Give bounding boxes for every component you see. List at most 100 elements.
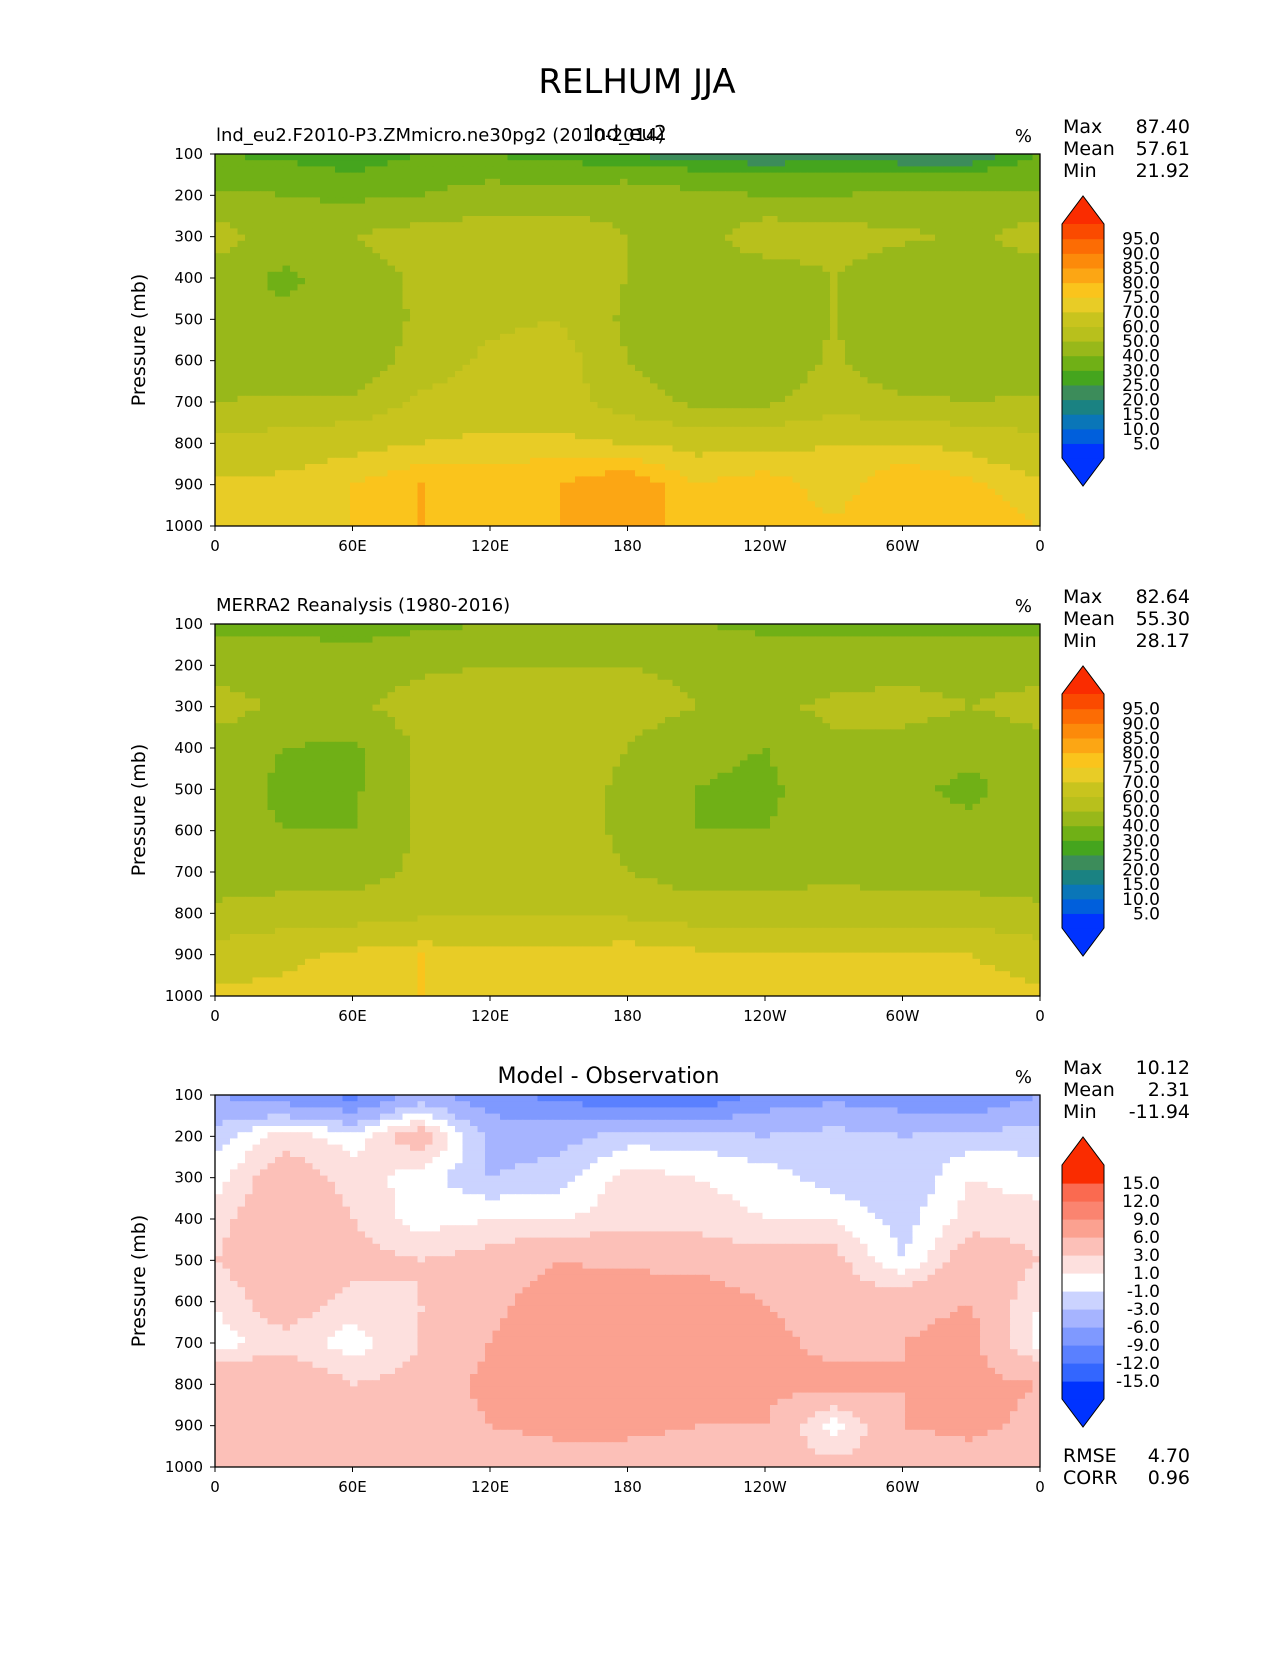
contour-cell bbox=[350, 383, 359, 391]
contour-cell bbox=[1017, 271, 1026, 279]
contour-cell bbox=[942, 259, 951, 267]
contour-cell bbox=[290, 358, 299, 366]
contour-cell bbox=[477, 203, 486, 211]
contour-cell bbox=[537, 172, 546, 180]
contour-cell bbox=[470, 290, 479, 298]
contour-cell bbox=[335, 327, 344, 335]
contour-cell bbox=[935, 278, 944, 285]
contour-cell bbox=[1025, 197, 1034, 205]
contour-cell bbox=[575, 166, 584, 174]
contour-cell bbox=[972, 333, 981, 341]
contour-cell bbox=[732, 185, 741, 192]
contour-cell bbox=[882, 284, 891, 291]
contour-cell bbox=[507, 321, 516, 329]
contour-cell bbox=[642, 185, 651, 192]
contour-cell bbox=[620, 271, 629, 279]
contour-cell bbox=[560, 346, 569, 353]
contour-cell bbox=[237, 228, 246, 236]
contour-cell bbox=[920, 216, 929, 223]
contour-cell bbox=[687, 265, 696, 273]
contour-cell bbox=[320, 371, 329, 378]
contour-cell bbox=[807, 290, 816, 298]
contour-cell bbox=[642, 414, 651, 422]
contour-cell bbox=[695, 302, 704, 310]
contour-cell bbox=[927, 309, 936, 316]
contour-cell bbox=[275, 178, 284, 186]
contour-cell bbox=[732, 216, 741, 223]
contour-cell bbox=[342, 222, 351, 229]
contour-cell bbox=[852, 296, 861, 304]
contour-cell bbox=[717, 395, 726, 403]
contour-cell bbox=[785, 414, 794, 422]
contour-cell bbox=[995, 178, 1004, 186]
contour-cell bbox=[350, 290, 359, 298]
contour-cell bbox=[500, 284, 509, 291]
contour-cell bbox=[845, 172, 854, 180]
contour-cell bbox=[695, 172, 704, 180]
contour-cell bbox=[245, 377, 254, 384]
contour-cell bbox=[485, 240, 494, 248]
contour-cell bbox=[1032, 222, 1040, 229]
contour-cell bbox=[710, 333, 719, 341]
contour-cell bbox=[657, 284, 666, 291]
contour-cell bbox=[635, 321, 644, 329]
contour-cell bbox=[387, 333, 396, 341]
contour-cell bbox=[665, 234, 674, 242]
contour-cell bbox=[342, 389, 351, 397]
contour-cell bbox=[710, 402, 719, 409]
contour-cell bbox=[635, 296, 644, 304]
contour-cell bbox=[657, 247, 666, 254]
contour-cell bbox=[342, 271, 351, 279]
contour-cell bbox=[320, 234, 329, 242]
contour-cell bbox=[582, 358, 591, 366]
contour-cell bbox=[545, 216, 554, 223]
contour-cell bbox=[582, 352, 591, 360]
contour-cell bbox=[770, 302, 779, 310]
contour-cell bbox=[275, 358, 284, 366]
contour-cell bbox=[687, 327, 696, 335]
contour-cell bbox=[327, 377, 336, 384]
contour-cell bbox=[530, 309, 539, 316]
contour-cell bbox=[822, 253, 831, 260]
contour-cell bbox=[987, 284, 996, 291]
contour-cell bbox=[530, 203, 539, 211]
contour-cell bbox=[747, 395, 756, 403]
contour-cell bbox=[477, 321, 486, 329]
contour-cell bbox=[260, 240, 269, 248]
contour-cell bbox=[417, 433, 426, 440]
contour-cell bbox=[882, 426, 891, 434]
contour-cell bbox=[410, 240, 419, 248]
contour-cell bbox=[537, 395, 546, 403]
contour-cell bbox=[920, 364, 929, 372]
contour-cell bbox=[545, 154, 554, 161]
contour-cell bbox=[567, 389, 576, 397]
contour-cell bbox=[800, 178, 809, 186]
contour-cell bbox=[882, 216, 891, 223]
contour-cell bbox=[987, 154, 996, 161]
contour-cell bbox=[275, 414, 284, 422]
contour-cell bbox=[957, 160, 966, 167]
contour-cell bbox=[582, 302, 591, 310]
contour-cell bbox=[237, 216, 246, 223]
contour-cell bbox=[305, 377, 314, 384]
contour-cell bbox=[492, 358, 501, 366]
contour-cell bbox=[470, 234, 479, 242]
contour-cell bbox=[252, 402, 261, 409]
contour-cell bbox=[230, 408, 239, 415]
contour-cell bbox=[980, 278, 989, 285]
contour-cell bbox=[290, 389, 299, 397]
contour-cell bbox=[785, 265, 794, 273]
contour-cell bbox=[905, 377, 914, 384]
contour-cell bbox=[620, 197, 629, 205]
contour-cell bbox=[597, 315, 606, 322]
contour-cell bbox=[372, 284, 381, 291]
contour-cell bbox=[867, 296, 876, 304]
contour-cell bbox=[687, 216, 696, 223]
contour-cell bbox=[215, 433, 224, 440]
contour-cell bbox=[1025, 203, 1034, 211]
contour-cell bbox=[950, 309, 959, 316]
contour-cell bbox=[440, 160, 449, 167]
contour-cell bbox=[387, 191, 396, 198]
contour-cell bbox=[515, 209, 524, 217]
contour-cell bbox=[897, 265, 906, 273]
